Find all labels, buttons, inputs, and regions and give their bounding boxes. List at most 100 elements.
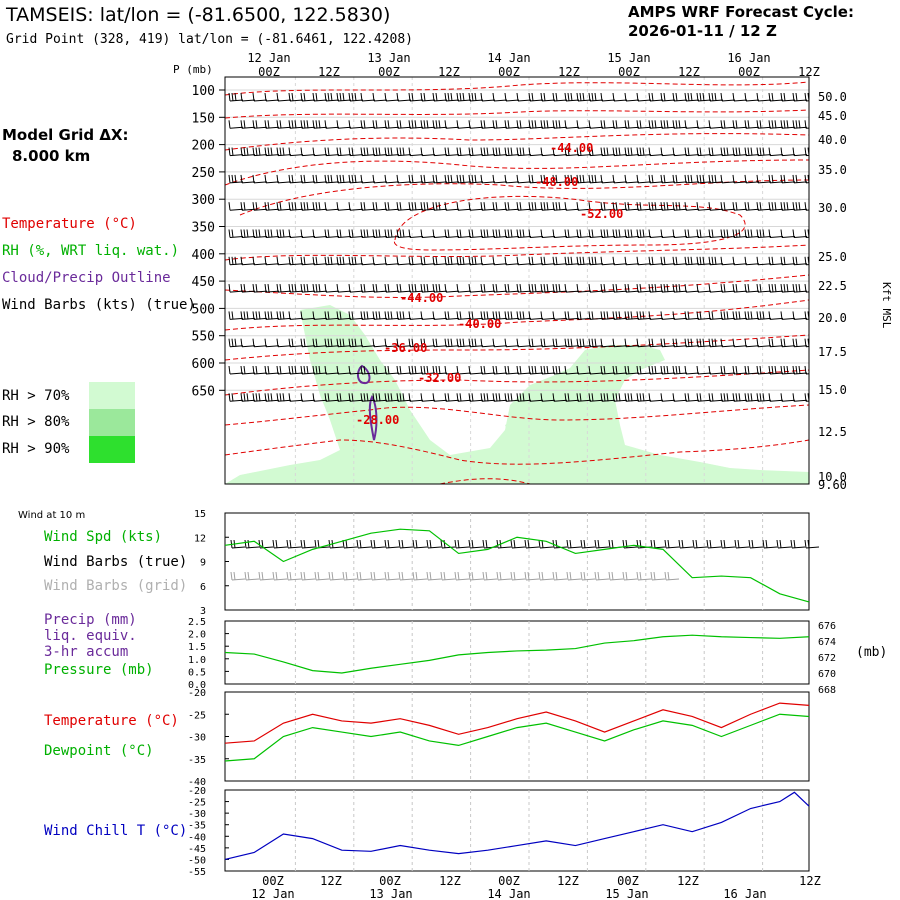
wind-barb-flag [648,365,651,375]
wind-barb-flag [276,229,279,238]
wind-barb-flag [504,393,507,402]
wind-barb-flag [507,120,510,129]
wind-barb-flag [291,338,294,347]
wind-barb-flag [591,256,594,265]
wind-barb-shaft [409,99,424,102]
wind-barb-flag [528,147,531,156]
wind-barb-flag [531,202,534,211]
wind-barb-flag [288,338,291,347]
wind-barb-shaft [497,546,512,549]
panel-y-tick-label: -35 [188,821,206,832]
wind-barb-flag [651,174,654,183]
wind-barb-flag [723,393,726,402]
wind-barb-flag [483,311,486,320]
bottom-time-tick-label: 12Z [799,874,821,888]
wind-barb-flag [793,539,796,549]
wind-barb-flag [732,174,735,183]
wind-barb-flag [294,284,297,293]
wind-barb-shaft [517,263,532,266]
wind-barb-shaft [445,154,460,157]
wind-barb-flag [252,92,255,102]
wind-barb-shaft [505,126,520,129]
wind-barb-shaft [373,345,388,348]
wind-barb-shaft [745,154,760,157]
wind-barb-shaft [601,208,616,211]
wind-barb-flag [375,147,378,156]
wind-barb-flag [648,92,651,102]
wind-barb-flag [792,147,795,156]
wind-barb-shaft [565,317,580,320]
wind-barb-shaft [781,399,796,402]
wind-barb-flag [486,311,489,320]
wind-barb-flag [759,120,762,129]
wind-barb-flag [443,539,446,549]
wind-barb-flag [771,338,774,347]
wind-barb-flag [651,284,654,293]
wind-barb-flag [234,256,237,265]
top-time-tick-label: 00Z [498,65,520,79]
wind-barb-flag [779,539,782,549]
wind-barb-flag [615,365,618,375]
wind-barb-flag [396,338,399,347]
wind-barb-flag [663,284,666,293]
wind-barb-flag [303,365,306,375]
wind-barb-shaft [745,126,760,129]
wind-barb-flag [654,202,657,211]
wind-barb-shaft [229,181,244,184]
wind-barb-flag [552,393,555,402]
wind-barb-flag [567,147,570,156]
wind-barb-flag [756,147,759,156]
wind-barb-shaft [373,154,388,157]
wind-barb-flag [228,92,231,102]
wind-barb-flag [531,284,534,293]
wind-barb-shaft [313,181,328,184]
wind-barb-flag [339,393,342,402]
wind-barb-flag [648,147,651,156]
wind-barb-flag [336,229,339,238]
wind-barb-flag [456,174,459,183]
wind-barb-shaft [505,290,520,293]
wind-barb-shaft [433,399,448,402]
wind-barb-flag [780,202,783,211]
wind-barb-flag [318,202,321,211]
wind-barb-flag [576,92,579,102]
wind-barb-shaft [745,181,760,184]
wind-barb-flag [768,174,771,183]
wind-barb-shaft [757,236,772,238]
wind-barb-flag [639,393,642,402]
wind-barb-flag [432,120,435,129]
temperature-contour-label: -44.00 [400,291,443,305]
wind-barb-shaft [397,236,412,238]
wind-barb-flag [264,393,267,402]
wind-barb-flag [240,147,243,156]
wind-barb-flag [759,284,762,293]
wind-barb-flag [432,174,435,183]
wind-barb-flag [384,338,387,347]
wind-barb-shaft [721,181,736,184]
wind-barb-shaft [385,399,400,402]
wind-barb-flag [372,284,375,293]
wind-barb-flag [504,229,507,238]
wind-barb-shaft [289,126,304,129]
wind-barb-flag [603,365,606,375]
wind-barb-shaft [433,372,448,375]
wind-speed-label: Wind Spd (kts) [44,529,163,545]
wind-barb-flag [567,256,570,265]
wind-barb-shaft [481,208,496,211]
wind-barb-shaft [469,126,484,129]
wind-barb-flag [546,202,549,211]
wind-barb-shaft [371,578,386,581]
wind-barb-flag [286,539,289,549]
wind-barb-flag [327,338,330,347]
wind-barb-flag [660,284,663,293]
wind-barb-shaft [781,290,796,293]
wind-barb-flag [482,571,485,581]
wind-barb-shaft [791,546,806,549]
wind-barb-flag [468,174,471,183]
wind-barb-shaft [313,399,328,402]
wind-barb-flag [276,202,279,211]
wind-barb-shaft [529,99,544,102]
wind-barb-flag [396,311,399,320]
wind-barb-shaft [361,208,376,211]
wind-barb-flag [454,571,457,581]
